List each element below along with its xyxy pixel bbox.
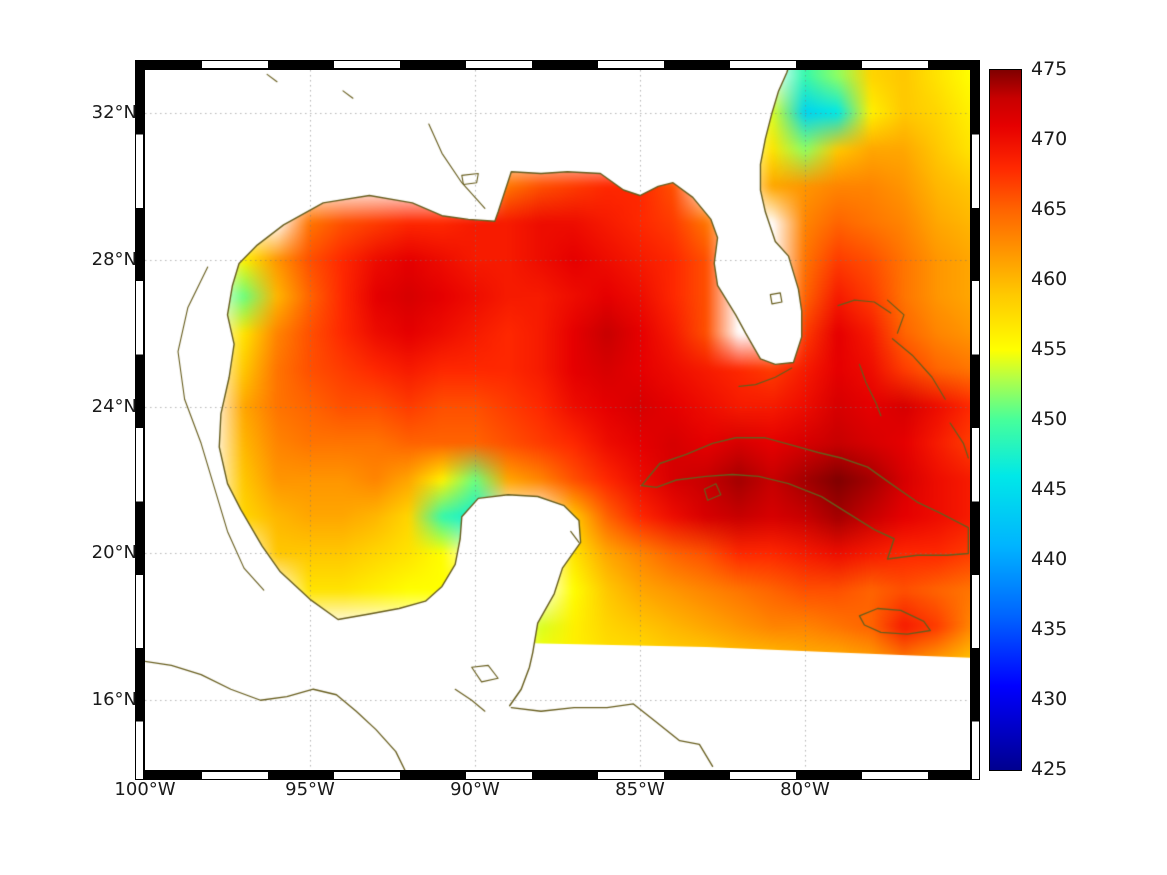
colorbar-tick-label: 465 — [1031, 198, 1068, 220]
colorbar-tick-label: 455 — [1031, 338, 1068, 360]
colorbar-tick-label: 470 — [1031, 128, 1068, 150]
colorbar-tick-label: 475 — [1031, 58, 1068, 80]
colorbar-tick-label: 425 — [1031, 758, 1068, 780]
colorbar — [989, 69, 1022, 771]
lon-tick-label: 90°W — [450, 779, 500, 800]
colorbar-tick-label: 445 — [1031, 478, 1068, 500]
lat-tick-label: 32°N — [91, 101, 137, 123]
colorbar-tick-label: 430 — [1031, 688, 1068, 710]
lat-tick-label: 16°N — [91, 689, 137, 711]
lon-tick-label: 95°W — [285, 779, 335, 800]
lat-tick-label: 24°N — [91, 395, 137, 417]
lon-tick-label: 100°W — [114, 779, 176, 800]
lon-tick-label: 85°W — [615, 779, 665, 800]
colorbar-tick-label: 440 — [1031, 548, 1068, 570]
colorbar-tick-label: 450 — [1031, 408, 1068, 430]
plot-frame-right — [971, 60, 980, 780]
plot-frame-top — [135, 60, 980, 69]
map-heatmap-canvas — [145, 70, 970, 770]
colorbar-tick-label: 435 — [1031, 618, 1068, 640]
lon-tick-label: 80°W — [780, 779, 830, 800]
map-plot — [144, 69, 971, 771]
lat-tick-label: 20°N — [91, 542, 137, 564]
lat-tick-label: 28°N — [91, 248, 137, 270]
plot-frame-left — [135, 60, 144, 780]
colorbar-tick-label: 460 — [1031, 268, 1068, 290]
